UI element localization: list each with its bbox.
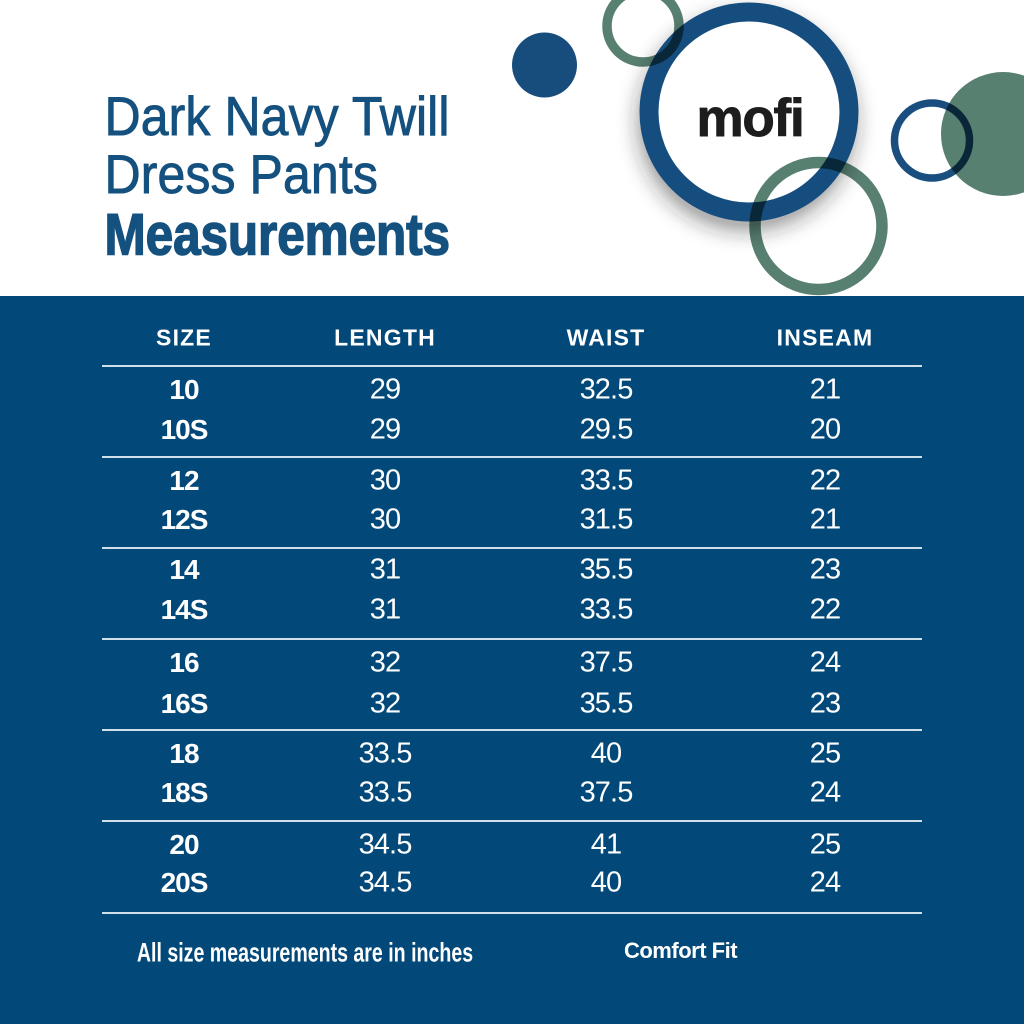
- svg-text:mofi: mofi: [696, 89, 803, 148]
